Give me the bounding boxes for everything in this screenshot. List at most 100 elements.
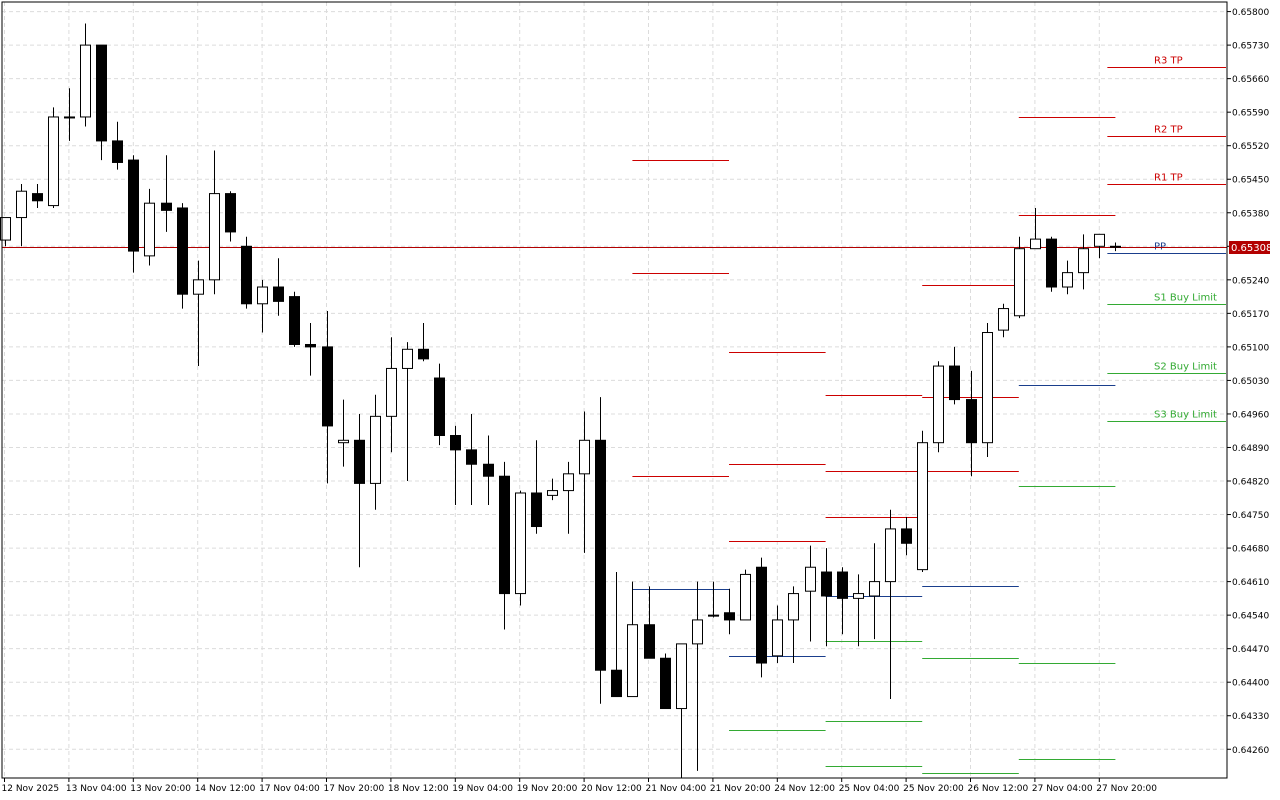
- candle-54: [869, 543, 880, 640]
- x-tick-label-17: 27 Nov 20:00: [1096, 784, 1157, 794]
- candle-3: [48, 107, 59, 208]
- candle-body-63: [1014, 248, 1025, 317]
- candle-37: [595, 397, 606, 704]
- candle-66: [1062, 260, 1073, 295]
- candle-body-0: [0, 217, 11, 241]
- y-tick-label-13: 0.64890: [1232, 444, 1269, 454]
- y-tick-label-12: 0.64960: [1232, 410, 1269, 420]
- candle-body-46: [740, 573, 751, 621]
- candle-7: [112, 121, 123, 170]
- y-tick-label-19: 0.64470: [1232, 645, 1269, 655]
- candle-0: [0, 217, 11, 247]
- candle-34: [547, 478, 558, 501]
- y-tick-label-4: 0.65520: [1232, 142, 1269, 152]
- candle-body-24: [386, 367, 397, 417]
- candle-47: [756, 557, 767, 678]
- candle-body-20: [322, 346, 333, 427]
- level-label-r2-tp: R2 TP: [1154, 125, 1183, 136]
- candle-4: [64, 88, 75, 141]
- candle-body-38: [611, 669, 622, 698]
- candle-body-11: [177, 207, 188, 295]
- candle-body-5: [80, 44, 91, 118]
- candle-55: [885, 509, 896, 699]
- candle-body-37: [595, 439, 606, 671]
- candle-body-69: [1110, 245, 1121, 248]
- candle-11: [177, 203, 188, 309]
- x-tick-label-8: 19 Nov 20:00: [517, 784, 578, 794]
- candle-body-2: [32, 193, 43, 202]
- candle-body-16: [257, 286, 268, 305]
- candle-body-23: [370, 415, 381, 484]
- grid-lines: [2, 2, 1227, 778]
- y-tick-label-6: 0.65380: [1232, 209, 1269, 219]
- y-tick-label-1: 0.65730: [1232, 42, 1269, 52]
- x-tick-label-16: 27 Nov 04:00: [1032, 784, 1093, 794]
- candle-body-65: [1046, 238, 1057, 288]
- y-tick-label-3: 0.65590: [1232, 109, 1269, 119]
- candle-body-34: [547, 490, 558, 496]
- candle-17: [273, 258, 284, 316]
- candle-35: [563, 461, 574, 534]
- candle-59: [949, 346, 960, 405]
- y-tick-label-15: 0.64750: [1232, 511, 1269, 521]
- plot-frame: [1, 1, 1228, 779]
- candle-20: [322, 310, 333, 484]
- candle-57: [917, 430, 928, 573]
- candle-40: [644, 586, 655, 659]
- candle-15: [241, 236, 252, 309]
- candle-body-67: [1078, 248, 1089, 274]
- candle-69: [1110, 242, 1121, 252]
- x-tick-label-4: 17 Nov 04:00: [259, 784, 320, 794]
- candle-body-56: [901, 528, 912, 544]
- candle-body-59: [949, 365, 960, 401]
- x-tick-label-13: 25 Nov 04:00: [839, 784, 900, 794]
- candle-body-26: [418, 348, 429, 360]
- candle-43: [692, 581, 703, 771]
- candle-body-49: [788, 593, 799, 621]
- candle-25: [402, 342, 413, 482]
- candle-body-7: [112, 140, 123, 163]
- y-tick-label-20: 0.64400: [1232, 679, 1269, 689]
- candle-46: [740, 569, 751, 621]
- candle-64: [1030, 207, 1041, 250]
- candle-body-42: [676, 643, 687, 710]
- candle-5: [80, 23, 91, 127]
- x-tick-label-5: 17 Nov 20:00: [324, 784, 385, 794]
- candle-body-35: [563, 473, 574, 492]
- candle-body-48: [772, 619, 783, 657]
- candle-62: [998, 303, 1009, 338]
- candle-body-22: [354, 439, 365, 484]
- candle-65: [1046, 236, 1057, 292]
- candle-body-43: [692, 619, 703, 645]
- candle-48: [772, 605, 783, 664]
- candle-body-55: [885, 528, 896, 583]
- y-tick-label-21: 0.64330: [1232, 712, 1269, 722]
- x-tick-label-15: 26 Nov 12:00: [968, 784, 1029, 794]
- candle-32: [515, 490, 526, 606]
- level-label-r1-tp: R1 TP: [1154, 173, 1183, 184]
- candle-body-8: [128, 159, 139, 252]
- candle-10: [161, 155, 172, 232]
- candle-39: [627, 581, 638, 698]
- candle-body-44: [708, 614, 719, 617]
- candle-52: [837, 567, 848, 635]
- candle-body-41: [660, 657, 671, 710]
- candle-body-54: [869, 581, 880, 597]
- candle-51: [821, 548, 832, 647]
- candle-body-29: [466, 449, 477, 465]
- level-label-s1-buy-limit: S1 Buy Limit: [1154, 293, 1217, 304]
- y-tick-label-2: 0.65660: [1232, 75, 1269, 85]
- candle-body-45: [724, 612, 735, 621]
- candle-body-66: [1062, 272, 1073, 288]
- candle-14: [225, 191, 236, 242]
- y-tick-label-17: 0.64610: [1232, 578, 1269, 588]
- candle-27: [434, 363, 445, 446]
- candle-body-14: [225, 193, 236, 233]
- candle-body-31: [499, 475, 510, 595]
- x-tick-label-3: 14 Nov 12:00: [195, 784, 256, 794]
- y-tick-label-14: 0.64820: [1232, 478, 1269, 488]
- candle-68: [1094, 233, 1105, 259]
- candle-body-57: [917, 442, 928, 571]
- level-label-r3-tp: R3 TP: [1154, 56, 1183, 67]
